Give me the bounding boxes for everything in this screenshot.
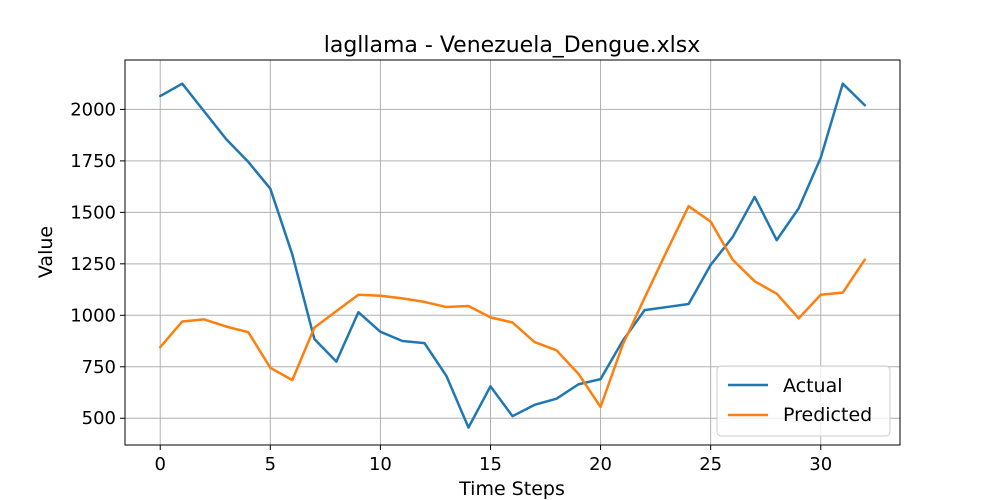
y-tick-label: 1500 — [70, 202, 116, 223]
series-line-predicted — [158, 204, 867, 409]
y-tick-label: 750 — [82, 357, 116, 378]
plot-frame — [124, 59, 901, 446]
chart-title: lagllama - Venezuela_Dengue.xlsx — [324, 33, 701, 58]
x-tick-label: 5 — [265, 454, 276, 475]
y-tick-label: 1750 — [70, 151, 116, 172]
x-tick-label: 0 — [155, 454, 166, 475]
series-lines — [158, 82, 867, 429]
y-tick-label: 2000 — [70, 99, 116, 120]
legend-label-actual: Actual — [783, 375, 843, 397]
y-tick-label: 1000 — [70, 305, 116, 326]
y-axis-label: Value — [35, 226, 57, 278]
y-tick-label: 500 — [82, 408, 116, 429]
x-axis-label: Time Steps — [458, 478, 565, 500]
x-tick-label: 20 — [589, 454, 612, 475]
legend-label-predicted: Predicted — [783, 404, 872, 426]
legend: Actual Predicted — [716, 365, 891, 437]
x-tick-label: 10 — [369, 454, 392, 475]
series-line-actual — [158, 82, 867, 429]
y-tick-label: 1250 — [70, 254, 116, 275]
axis-ticks: 0 5 10 15 20 25 30 500 750 1000 1250 1500 1750 2000 — [70, 99, 832, 475]
x-tick-label: 25 — [699, 454, 722, 475]
legend-box — [716, 365, 891, 437]
x-tick-label: 15 — [479, 454, 502, 475]
grid — [125, 60, 900, 445]
x-tick-label: 30 — [809, 454, 832, 475]
